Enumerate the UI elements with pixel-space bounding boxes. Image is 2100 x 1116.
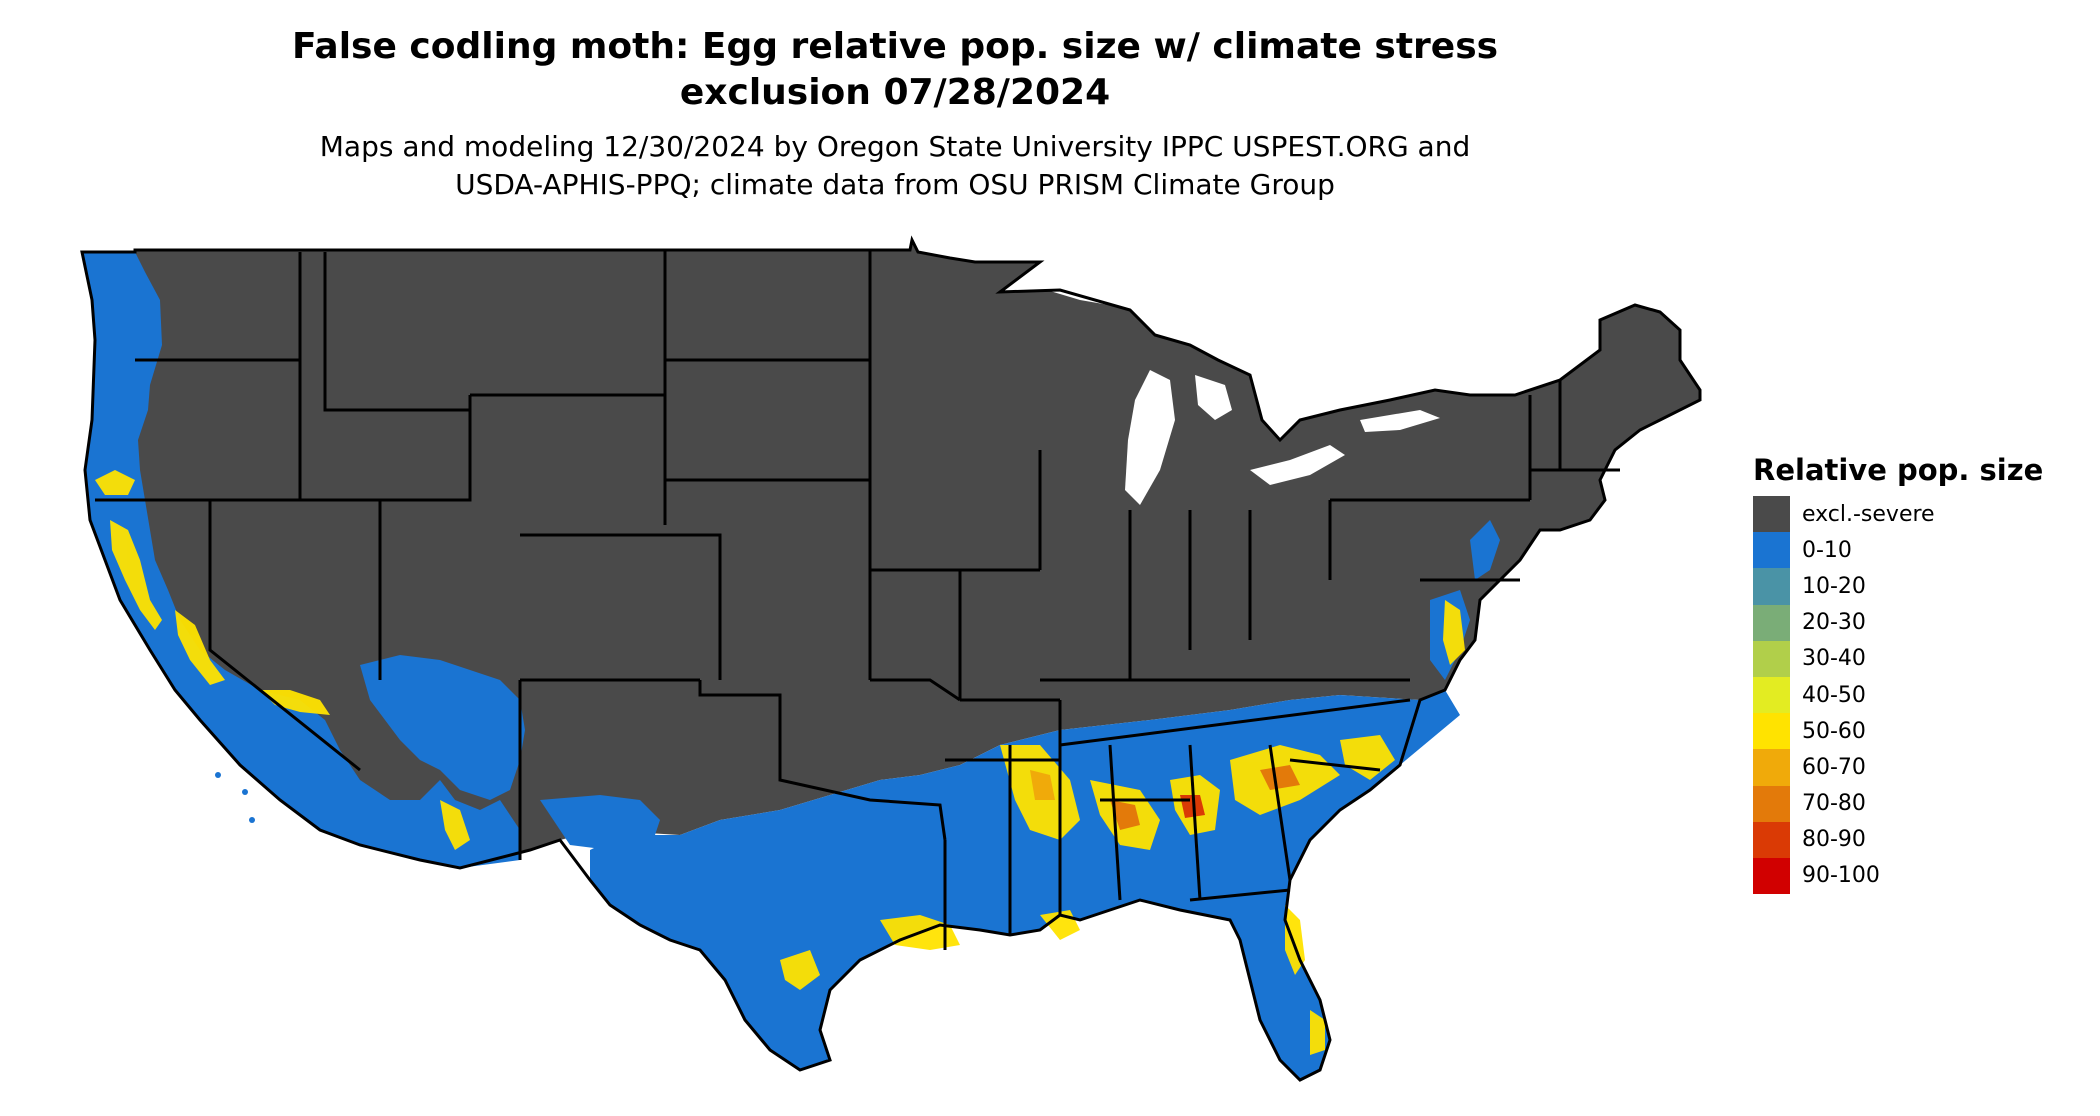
legend-swatch (1753, 677, 1790, 713)
legend-label: 70-80 (1802, 791, 1866, 816)
legend-items: excl.-severe 0-10 10-20 20-30 30-40 40-50 50-6… (1753, 496, 2043, 894)
legend-item: 70-80 (1753, 786, 2043, 822)
legend-label: 80-90 (1802, 827, 1866, 852)
legend-label: excl.-severe (1802, 502, 1935, 527)
legend-label: 90-100 (1802, 863, 1880, 888)
legend-item: 0-10 (1753, 532, 2043, 568)
legend-item: 10-20 (1753, 568, 2043, 604)
legend-item: 60-70 (1753, 749, 2043, 785)
legend-swatch (1753, 713, 1790, 749)
legend-label: 40-50 (1802, 683, 1866, 708)
legend-label: 50-60 (1802, 719, 1866, 744)
legend-swatch (1753, 641, 1790, 677)
legend-swatch (1753, 605, 1790, 641)
legend: Relative pop. size excl.-severe 0-10 10-20… (1753, 452, 2043, 894)
legend-swatch (1753, 822, 1790, 858)
legend-item: excl.-severe (1753, 496, 2043, 532)
legend-label: 30-40 (1802, 646, 1866, 671)
legend-label: 60-70 (1802, 755, 1866, 780)
legend-item: 40-50 (1753, 677, 2043, 713)
legend-item: 80-90 (1753, 822, 2043, 858)
legend-swatch (1753, 749, 1790, 785)
channel-islands (215, 772, 255, 823)
legend-title: Relative pop. size (1753, 452, 2043, 488)
legend-item: 90-100 (1753, 858, 2043, 894)
legend-item: 20-30 (1753, 605, 2043, 641)
legend-item: 30-40 (1753, 641, 2043, 677)
us-map (0, 0, 1760, 1116)
legend-swatch (1753, 568, 1790, 604)
legend-swatch (1753, 858, 1790, 894)
legend-swatch (1753, 786, 1790, 822)
legend-swatch (1753, 496, 1790, 532)
legend-item: 50-60 (1753, 713, 2043, 749)
legend-label: 10-20 (1802, 574, 1866, 599)
legend-label: 20-30 (1802, 610, 1866, 635)
legend-swatch (1753, 532, 1790, 568)
legend-label: 0-10 (1802, 538, 1852, 563)
